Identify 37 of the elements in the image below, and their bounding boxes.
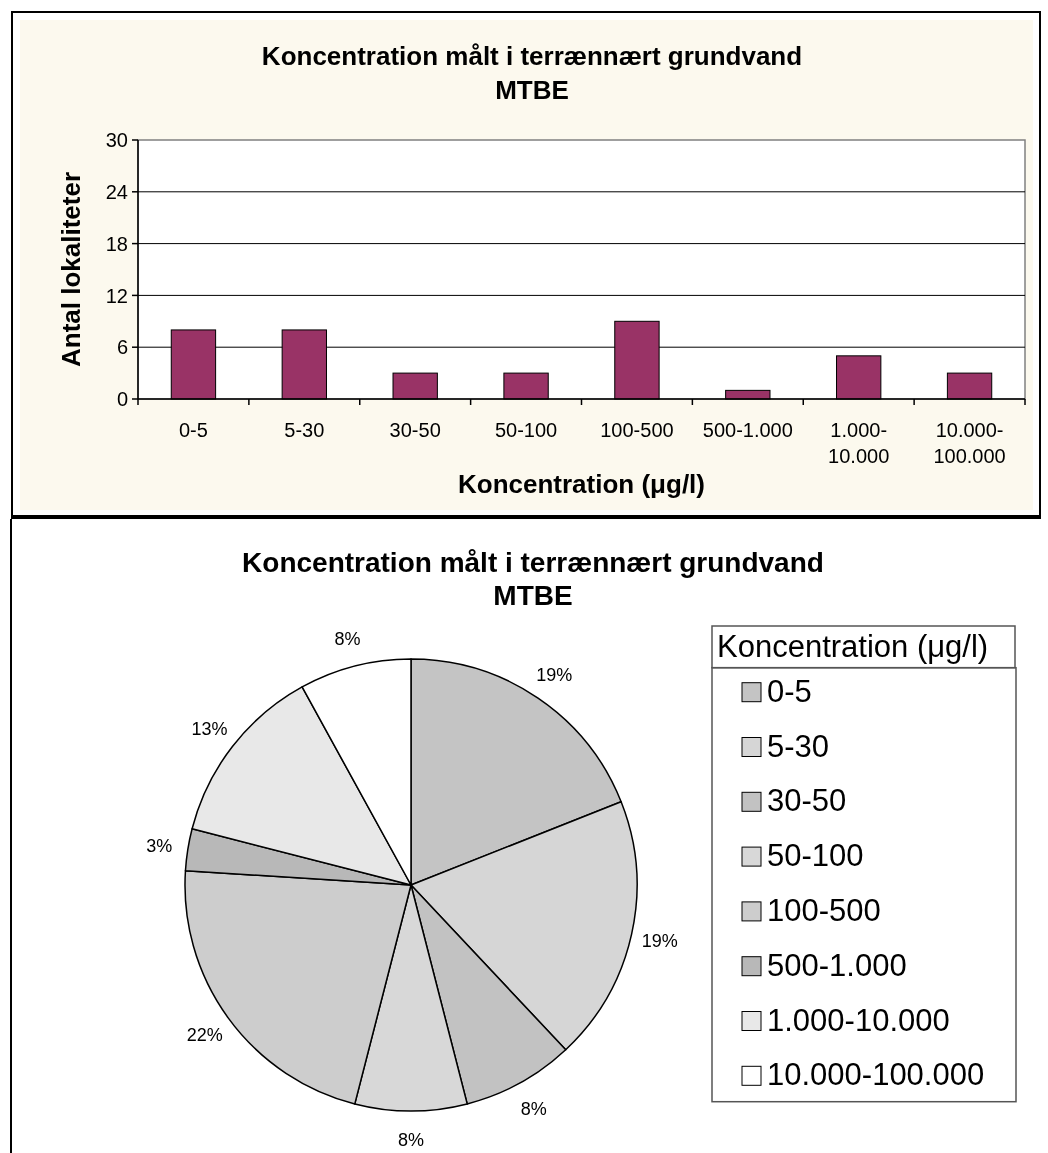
x-tick-label: 500-1.000 <box>702 419 793 441</box>
y-tick-label: 12 <box>105 284 128 307</box>
legend-label: 10.000-100.000 <box>767 1057 985 1093</box>
x-tick-label: 1.000-10.000 <box>828 419 890 467</box>
chart-subtitle: MTBE <box>493 580 573 611</box>
y-tick-label: 6 <box>116 336 128 359</box>
y-tick-label: 18 <box>105 232 128 255</box>
data-label: 13% <box>191 719 228 740</box>
legend-label: 1.000-10.000 <box>767 1002 950 1038</box>
x-tick-label: 50-100 <box>494 419 558 441</box>
legend-title: Koncentration (μg/l) <box>717 628 989 664</box>
legend-label: 0-5 <box>767 673 812 709</box>
y-tick-label: 30 <box>105 129 128 152</box>
chart-title: Koncentration målt i terrænnært grundvand <box>261 41 803 71</box>
y-tick-label: 24 <box>105 181 128 203</box>
data-label: 8% <box>520 1098 547 1119</box>
x-tick-label: 100-500 <box>600 419 674 441</box>
x-tick-label: 0-5 <box>178 419 208 441</box>
legend-label: 500-1.000 <box>767 947 907 983</box>
data-label: 8% <box>397 1130 425 1151</box>
data-label: 8% <box>334 628 361 649</box>
x-tick-label: 10.000-100.000 <box>933 419 1006 467</box>
legend-label: 30-50 <box>767 783 847 819</box>
chart-title: Koncentration målt i terrænnært grundvand <box>242 547 824 578</box>
x-tick-label: 30-50 <box>389 419 441 441</box>
x-axis-title: Koncentration (μg/l) <box>458 469 705 499</box>
chart-subtitle: MTBE <box>495 75 569 105</box>
x-tick-label: 5-30 <box>284 419 325 441</box>
y-tick-label: 0 <box>116 388 128 411</box>
y-axis-title: Antal lokaliteter <box>56 171 86 368</box>
data-label: 3% <box>146 835 173 856</box>
legend-label: 50-100 <box>767 838 864 874</box>
legend-label: 5-30 <box>767 728 830 764</box>
data-label: 19% <box>536 664 573 685</box>
legend-label: 100-500 <box>767 892 881 928</box>
data-label: 22% <box>186 1025 223 1046</box>
data-label: 19% <box>641 931 678 952</box>
